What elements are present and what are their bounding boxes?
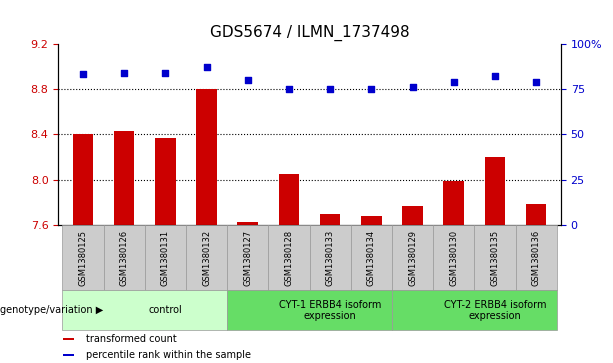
- Bar: [155, 138, 176, 225]
- Text: transformed count: transformed count: [86, 334, 177, 344]
- Bar: [392, 290, 557, 330]
- Bar: [227, 225, 268, 290]
- Bar: [73, 134, 93, 225]
- Point: [449, 79, 459, 85]
- Bar: [227, 290, 392, 330]
- Text: GSM1380129: GSM1380129: [408, 230, 417, 286]
- Bar: [402, 206, 423, 225]
- Bar: [196, 89, 217, 225]
- Text: GSM1380130: GSM1380130: [449, 230, 459, 286]
- Title: GDS5674 / ILMN_1737498: GDS5674 / ILMN_1737498: [210, 25, 409, 41]
- Bar: [63, 290, 227, 330]
- Bar: [351, 225, 392, 290]
- Bar: [392, 225, 433, 290]
- Bar: [186, 225, 227, 290]
- Bar: [145, 225, 186, 290]
- Bar: [63, 354, 74, 356]
- Bar: [443, 181, 464, 225]
- Text: GSM1380126: GSM1380126: [120, 230, 129, 286]
- Text: GSM1380131: GSM1380131: [161, 230, 170, 286]
- Bar: [63, 225, 104, 290]
- Point: [202, 64, 211, 70]
- Point: [78, 72, 88, 77]
- Point: [531, 79, 541, 85]
- Bar: [63, 338, 74, 340]
- Bar: [320, 214, 340, 225]
- Bar: [114, 131, 134, 225]
- Text: GSM1380136: GSM1380136: [531, 230, 541, 286]
- Point: [367, 86, 376, 92]
- Text: CYT-2 ERBB4 isoform
expression: CYT-2 ERBB4 isoform expression: [444, 299, 546, 321]
- Text: GSM1380125: GSM1380125: [78, 230, 88, 286]
- Bar: [310, 225, 351, 290]
- Text: GSM1380128: GSM1380128: [284, 230, 294, 286]
- Text: GSM1380134: GSM1380134: [367, 230, 376, 286]
- Bar: [268, 225, 310, 290]
- Text: CYT-1 ERBB4 isoform
expression: CYT-1 ERBB4 isoform expression: [279, 299, 381, 321]
- Point: [284, 86, 294, 92]
- Point: [161, 70, 170, 76]
- Text: GSM1380133: GSM1380133: [326, 230, 335, 286]
- Point: [326, 86, 335, 92]
- Point: [120, 70, 129, 76]
- Bar: [433, 225, 474, 290]
- Bar: [516, 225, 557, 290]
- Bar: [526, 204, 546, 225]
- Point: [408, 84, 417, 90]
- Bar: [237, 222, 258, 225]
- Text: percentile rank within the sample: percentile rank within the sample: [86, 350, 251, 360]
- Bar: [485, 157, 505, 225]
- Bar: [104, 225, 145, 290]
- Bar: [279, 174, 299, 225]
- Text: GSM1380132: GSM1380132: [202, 230, 211, 286]
- Text: genotype/variation ▶: genotype/variation ▶: [0, 305, 103, 315]
- Text: control: control: [148, 305, 182, 315]
- Text: GSM1380127: GSM1380127: [243, 230, 253, 286]
- Point: [243, 77, 253, 83]
- Bar: [361, 216, 382, 225]
- Bar: [474, 225, 516, 290]
- Point: [490, 73, 500, 79]
- Text: GSM1380135: GSM1380135: [490, 230, 500, 286]
